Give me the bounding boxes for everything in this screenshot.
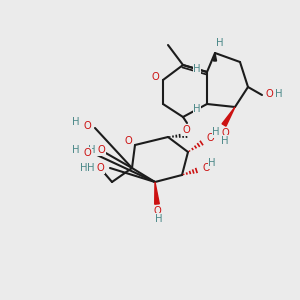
Text: O: O [182, 125, 190, 135]
Text: O: O [206, 133, 214, 143]
Polygon shape [155, 182, 159, 204]
Text: H: H [212, 127, 220, 137]
Text: H: H [221, 136, 229, 146]
Text: O: O [97, 145, 105, 155]
Text: H: H [193, 64, 201, 74]
Text: H: H [87, 163, 95, 173]
Text: O: O [221, 128, 229, 138]
Text: O: O [124, 136, 132, 146]
Text: O: O [83, 121, 91, 131]
Polygon shape [214, 53, 217, 61]
Text: H: H [208, 158, 216, 168]
Text: O: O [89, 163, 97, 173]
Text: O: O [202, 163, 210, 173]
Text: H: H [155, 214, 163, 224]
Text: H: H [275, 89, 283, 99]
Text: H: H [80, 163, 88, 173]
Text: O: O [265, 89, 273, 99]
Text: O: O [153, 206, 161, 216]
Text: H: H [193, 104, 201, 114]
Text: H: H [216, 38, 224, 48]
Text: H: H [88, 145, 96, 155]
Text: H: H [72, 117, 80, 127]
Text: O: O [96, 163, 104, 173]
Text: O: O [83, 148, 91, 158]
Text: H: H [72, 145, 80, 155]
Polygon shape [222, 107, 235, 126]
Text: O: O [151, 72, 159, 82]
